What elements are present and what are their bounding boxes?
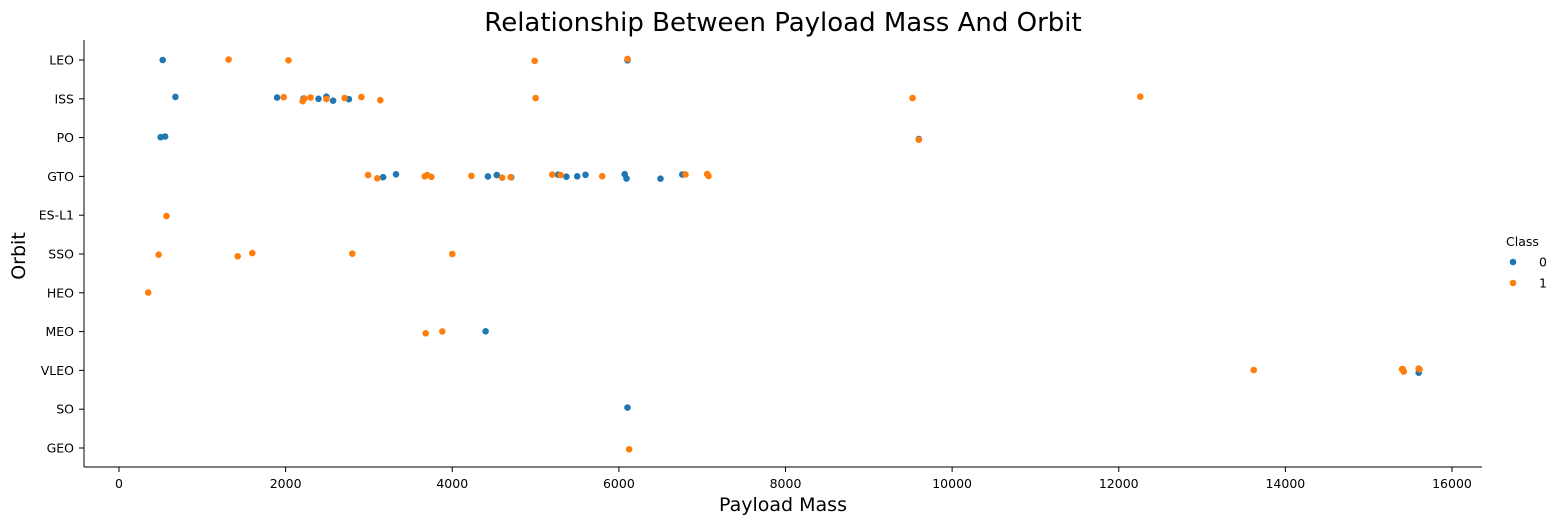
data-point-class-1 <box>341 94 348 102</box>
y-tick-label: SO <box>56 402 74 417</box>
y-tick-label: SSO <box>48 247 74 262</box>
data-point-class-1 <box>144 289 152 296</box>
data-point-class-1 <box>532 94 539 102</box>
data-point-class-1 <box>1416 366 1423 373</box>
data-point-class-1 <box>358 93 365 101</box>
data-point-class-1 <box>625 446 633 453</box>
data-point-class-0 <box>392 171 400 178</box>
data-point-class-1 <box>349 250 356 257</box>
data-point-class-1 <box>428 173 435 181</box>
data-point-class-1 <box>301 95 308 102</box>
data-point-class-1 <box>225 56 232 63</box>
data-point-class-1 <box>377 96 384 104</box>
x-tick-label: 12000 <box>1099 476 1139 491</box>
data-point-class-1 <box>909 94 916 102</box>
y-axis-ticks: LEO ISS PO GTO ES-L1 SSO HEO MEO VLEO SO GEO <box>39 53 84 456</box>
data-point-class-0 <box>484 173 492 180</box>
data-point-class-0 <box>329 97 337 104</box>
data-point-class-0 <box>623 175 630 182</box>
data-point-class-1 <box>682 171 689 178</box>
data-point-class-1 <box>249 249 256 257</box>
x-tick-label: 0 <box>115 476 123 491</box>
data-point-class-1 <box>374 175 381 182</box>
data-point-class-1 <box>422 330 430 337</box>
data-point-class-1 <box>624 55 631 63</box>
data-point-class-1 <box>1250 366 1257 374</box>
data-point-class-1 <box>449 250 456 258</box>
data-point-class-1 <box>531 57 538 65</box>
data-point-class-1 <box>915 136 923 143</box>
data-point-class-0 <box>573 173 581 180</box>
legend-title: Class <box>1506 234 1539 249</box>
data-point-class-1 <box>507 173 514 181</box>
data-point-class-0 <box>493 171 501 179</box>
legend-label: 0 <box>1539 255 1547 270</box>
x-axis-ticks: 0 2000 4000 6000 8000 10000 12000 14000 16000 <box>115 467 1472 491</box>
chart-title: Relationship Between Payload Mass And Or… <box>484 8 1081 38</box>
legend-marker <box>1509 258 1517 266</box>
data-point-class-1 <box>155 251 162 258</box>
data-point-class-0 <box>582 171 589 179</box>
x-tick-label: 10000 <box>932 476 972 491</box>
data-point-class-1 <box>1137 93 1144 100</box>
data-point-class-0 <box>624 404 631 411</box>
data-point-class-1 <box>364 171 372 179</box>
data-point-class-0 <box>315 95 322 103</box>
data-point-class-0 <box>161 133 169 140</box>
y-tick-label: VLEO <box>41 363 74 378</box>
data-point-class-1 <box>498 174 506 181</box>
y-tick-label: LEO <box>49 53 74 68</box>
x-tick-label: 4000 <box>436 476 468 491</box>
data-point-class-1 <box>323 95 330 103</box>
y-tick-label: ES-L1 <box>39 208 74 223</box>
data-point-class-1 <box>1400 368 1407 375</box>
y-tick-label: PO <box>57 130 75 145</box>
data-point-class-0 <box>159 56 166 64</box>
data-point-class-0 <box>172 93 179 101</box>
x-tick-label: 16000 <box>1432 476 1472 491</box>
data-point-class-1 <box>468 172 475 180</box>
x-tick-label: 6000 <box>603 476 635 491</box>
data-point-class-1 <box>234 252 241 260</box>
legend-marker <box>1509 279 1517 287</box>
data-point-class-1 <box>307 94 314 101</box>
x-axis-label: Payload Mass <box>719 494 847 516</box>
legend: Class 0 1 <box>1506 234 1547 291</box>
data-point-class-1 <box>285 57 292 64</box>
data-point-class-1 <box>557 171 564 179</box>
data-point-class-1 <box>548 171 556 178</box>
data-point-class-1 <box>705 172 712 180</box>
x-tick-label: 8000 <box>770 476 802 491</box>
y-tick-label: GTO <box>47 169 74 184</box>
x-tick-label: 14000 <box>1265 476 1305 491</box>
data-point-class-0 <box>482 328 489 335</box>
y-axis-label: Orbit <box>8 232 30 280</box>
data-points <box>144 55 1423 453</box>
x-tick-label: 2000 <box>270 476 302 491</box>
data-point-class-1 <box>280 93 288 101</box>
data-point-class-1 <box>163 212 170 220</box>
data-point-class-0 <box>657 175 664 182</box>
data-point-class-1 <box>598 172 606 180</box>
y-tick-label: HEO <box>47 285 74 300</box>
data-point-class-0 <box>379 173 387 181</box>
y-tick-label: MEO <box>45 324 74 339</box>
y-tick-label: GEO <box>47 441 75 456</box>
data-point-class-0 <box>563 173 570 180</box>
legend-label: 1 <box>1539 276 1547 291</box>
y-tick-label: ISS <box>54 91 74 106</box>
data-point-class-1 <box>439 328 446 335</box>
data-point-class-0 <box>273 94 281 101</box>
